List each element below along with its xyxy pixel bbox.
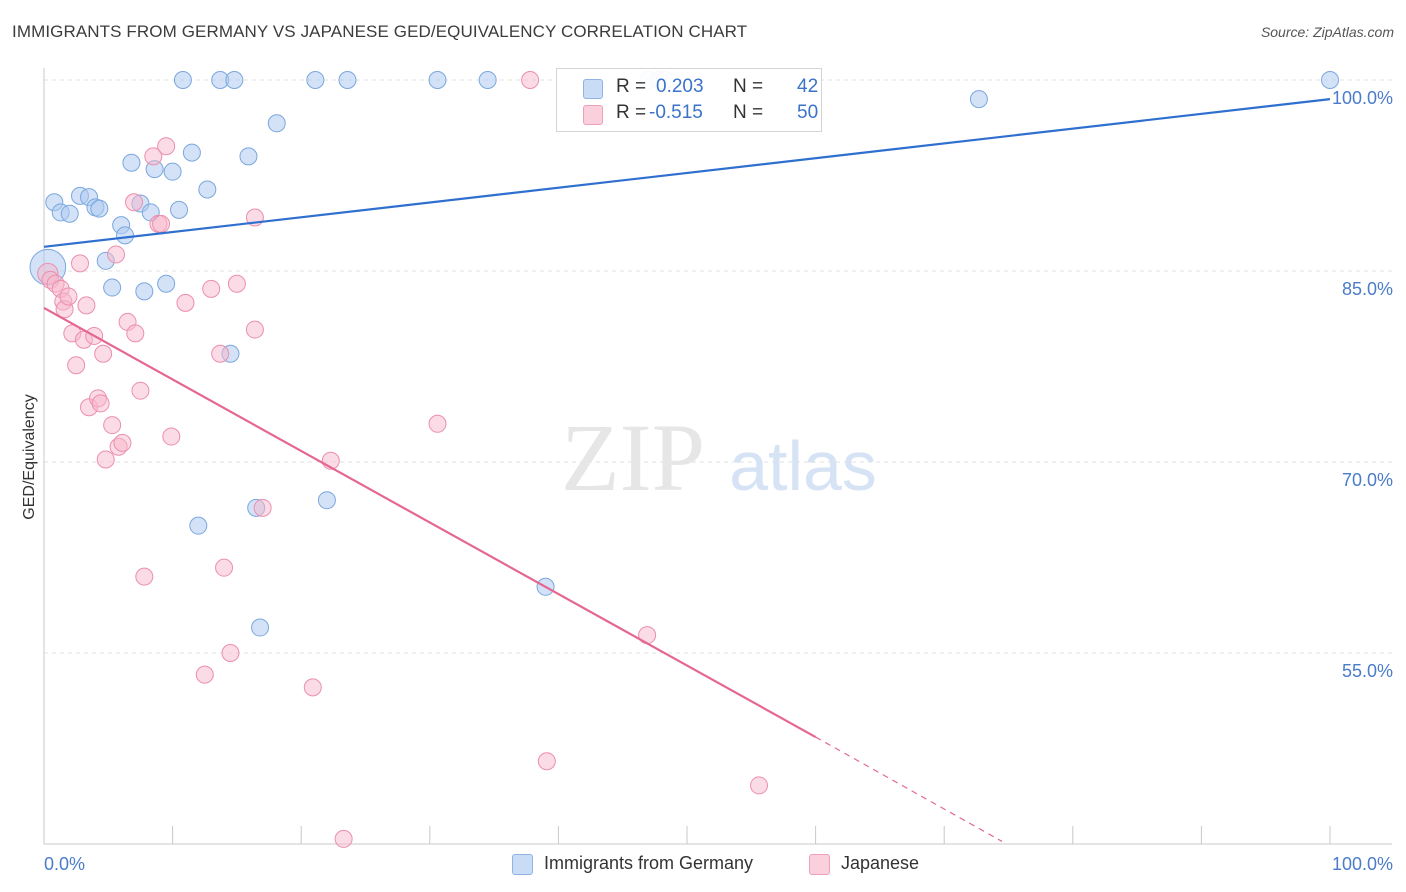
japanese-point bbox=[227, 274, 246, 293]
germany-point bbox=[338, 71, 357, 89]
japanese-point bbox=[221, 644, 240, 662]
y-tick-label: 100.0% bbox=[1332, 88, 1393, 108]
axes bbox=[43, 68, 1392, 845]
japanese-point bbox=[125, 193, 144, 212]
japanese-point bbox=[91, 394, 110, 413]
japanese-trend-extension bbox=[815, 736, 1003, 842]
japanese-point bbox=[215, 558, 234, 577]
japanese-point bbox=[107, 245, 126, 264]
y-axis-label: GED/Equivalency bbox=[21, 394, 38, 520]
germany-point bbox=[182, 143, 201, 162]
trend-lines bbox=[43, 98, 1331, 842]
germany-point bbox=[478, 71, 497, 89]
germany-point bbox=[163, 162, 182, 181]
y-tick-label: 70.0% bbox=[1342, 470, 1393, 490]
japanese-point bbox=[202, 279, 221, 298]
tick-labels: 55.0% 70.0% 85.0% 100.0% 0.0% 100.0% bbox=[44, 88, 1393, 874]
legend-n-value: 42 bbox=[797, 76, 819, 97]
legend-n-value: 50 bbox=[797, 102, 819, 123]
japanese-point bbox=[334, 829, 353, 848]
japanese-point bbox=[245, 320, 264, 339]
japanese-point bbox=[59, 287, 78, 306]
germany-point bbox=[90, 199, 109, 218]
germany-point bbox=[103, 278, 122, 297]
legend-label-japanese: Japanese bbox=[841, 853, 920, 873]
japanese-point bbox=[144, 147, 163, 166]
legend-n-label: N = bbox=[733, 76, 764, 97]
japanese-point bbox=[176, 293, 195, 312]
y-tick-label: 55.0% bbox=[1342, 661, 1393, 681]
legend-r-value: 0.203 bbox=[656, 76, 704, 97]
japanese-point bbox=[94, 344, 113, 363]
watermark-atlas: atlas bbox=[729, 427, 877, 505]
x-tick-label: 0.0% bbox=[44, 854, 85, 874]
legend-r-value: -0.515 bbox=[649, 102, 703, 123]
source-credit: Source: ZipAtlas.com bbox=[1260, 24, 1394, 40]
japanese-point bbox=[521, 71, 540, 89]
germany-point bbox=[198, 180, 217, 199]
japanese-point bbox=[195, 665, 214, 684]
y-tick-label: 85.0% bbox=[1342, 279, 1393, 299]
germany-point bbox=[60, 204, 79, 223]
japanese-point bbox=[67, 356, 86, 375]
germany-point bbox=[428, 71, 447, 89]
chart-title: IMMIGRANTS FROM GERMANY VS JAPANESE GED/… bbox=[12, 22, 748, 41]
japanese-point bbox=[537, 752, 556, 771]
germany-point bbox=[116, 226, 135, 245]
germany-point bbox=[1321, 71, 1339, 89]
germany-point bbox=[306, 71, 325, 89]
japanese-point bbox=[157, 137, 176, 156]
germany-point bbox=[225, 71, 244, 89]
legend-swatch-germany bbox=[583, 79, 603, 99]
japanese-point bbox=[131, 381, 150, 400]
japanese-point bbox=[303, 678, 322, 697]
legend-swatch-germany bbox=[512, 854, 533, 875]
japanese-point bbox=[162, 427, 181, 446]
correlation-legend: R = 0.203 N = 42 R = -0.515 N = 50 bbox=[556, 68, 822, 132]
legend-swatch-japanese bbox=[583, 105, 603, 125]
japanese-point bbox=[103, 416, 122, 435]
legend-r-label: R = bbox=[616, 76, 647, 97]
legend-r-label: R = bbox=[616, 102, 647, 123]
legend-swatch-japanese bbox=[809, 854, 830, 875]
germany-point bbox=[122, 153, 141, 172]
japanese-point bbox=[77, 296, 96, 315]
japanese-point bbox=[135, 567, 154, 586]
japanese-point bbox=[126, 324, 145, 343]
germany-point bbox=[239, 147, 258, 166]
japanese-point bbox=[253, 498, 272, 517]
japanese-point bbox=[428, 414, 447, 433]
germany-point bbox=[251, 618, 270, 637]
japanese-point bbox=[113, 433, 132, 452]
grid-lines bbox=[44, 79, 1392, 654]
germany-point bbox=[267, 114, 286, 133]
japanese-point bbox=[96, 450, 115, 469]
germany-point bbox=[317, 491, 336, 510]
germany-point bbox=[170, 200, 189, 219]
germany-point bbox=[189, 516, 208, 535]
japanese-trend-line bbox=[43, 306, 817, 739]
japanese-point bbox=[211, 344, 230, 363]
japanese-point bbox=[152, 214, 171, 233]
germany-point bbox=[969, 90, 988, 109]
germany-point bbox=[135, 282, 154, 301]
legend-label-germany: Immigrants from Germany bbox=[544, 853, 754, 873]
germany-point bbox=[173, 71, 192, 89]
japanese-point bbox=[750, 776, 769, 795]
japanese-points bbox=[37, 71, 769, 848]
x-tick-label: 100.0% bbox=[1332, 854, 1393, 874]
germany-trend-line bbox=[43, 98, 1331, 248]
japanese-point bbox=[71, 254, 90, 273]
legend-n-label: N = bbox=[733, 102, 764, 123]
watermark-zip: ZIP bbox=[561, 404, 705, 511]
germany-point bbox=[157, 274, 176, 293]
